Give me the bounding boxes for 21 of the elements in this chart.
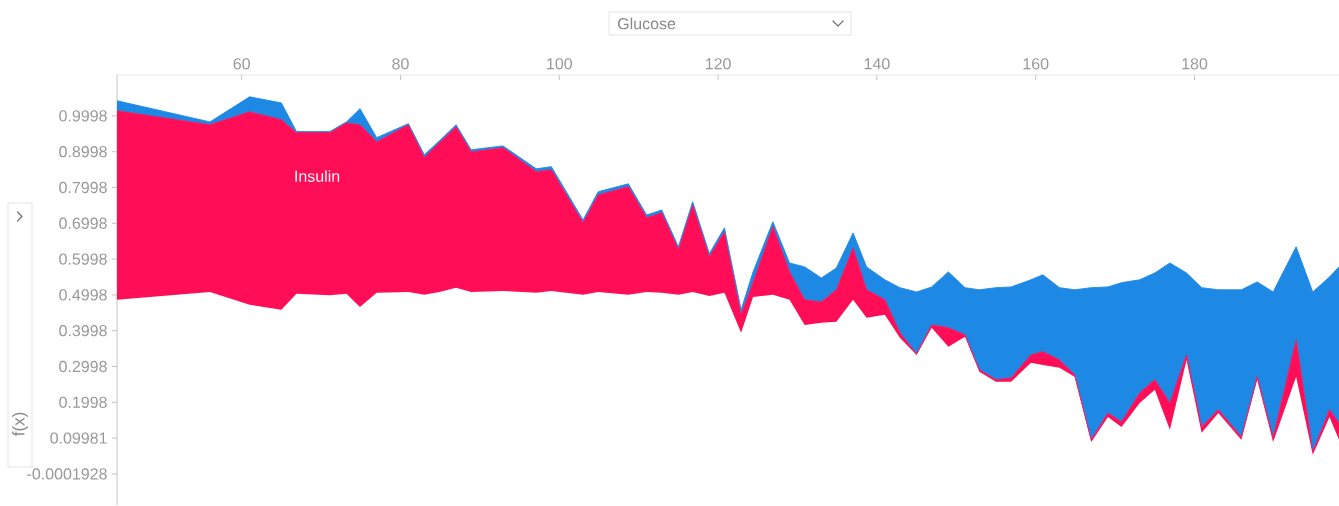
x-tick-label: 140 — [864, 58, 890, 70]
y-tick-label: -0.0001928 — [27, 468, 107, 480]
x-tick-label: 160 — [1023, 58, 1049, 70]
y-tick-label: 0.3998 — [59, 325, 107, 337]
y-tick-label: 0.4998 — [59, 289, 107, 301]
y-tick-label: 0.9998 — [59, 110, 107, 122]
x-tick-label: 120 — [705, 58, 731, 70]
y-axis-title: f(x) — [12, 412, 28, 437]
y-tick-label: 0.7998 — [59, 181, 107, 194]
x-tick-label: 60 — [233, 58, 250, 70]
y-tick-label: 0.6998 — [59, 217, 107, 229]
y-tick-label: 0.2998 — [59, 360, 107, 373]
x-tick-label: 100 — [547, 58, 573, 70]
y-tick-label: 0.8998 — [59, 146, 107, 158]
y-tick-label: 0.5998 — [59, 253, 107, 265]
annotation: Insulin — [295, 170, 340, 182]
y-tick-label: 0.1998 — [59, 396, 107, 408]
x-tick-label: 180 — [1182, 58, 1208, 70]
y-tick-label: 0.09981 — [50, 432, 107, 444]
x-tick-label: 80 — [392, 58, 409, 70]
x-axis-title: Glucose — [618, 17, 676, 30]
